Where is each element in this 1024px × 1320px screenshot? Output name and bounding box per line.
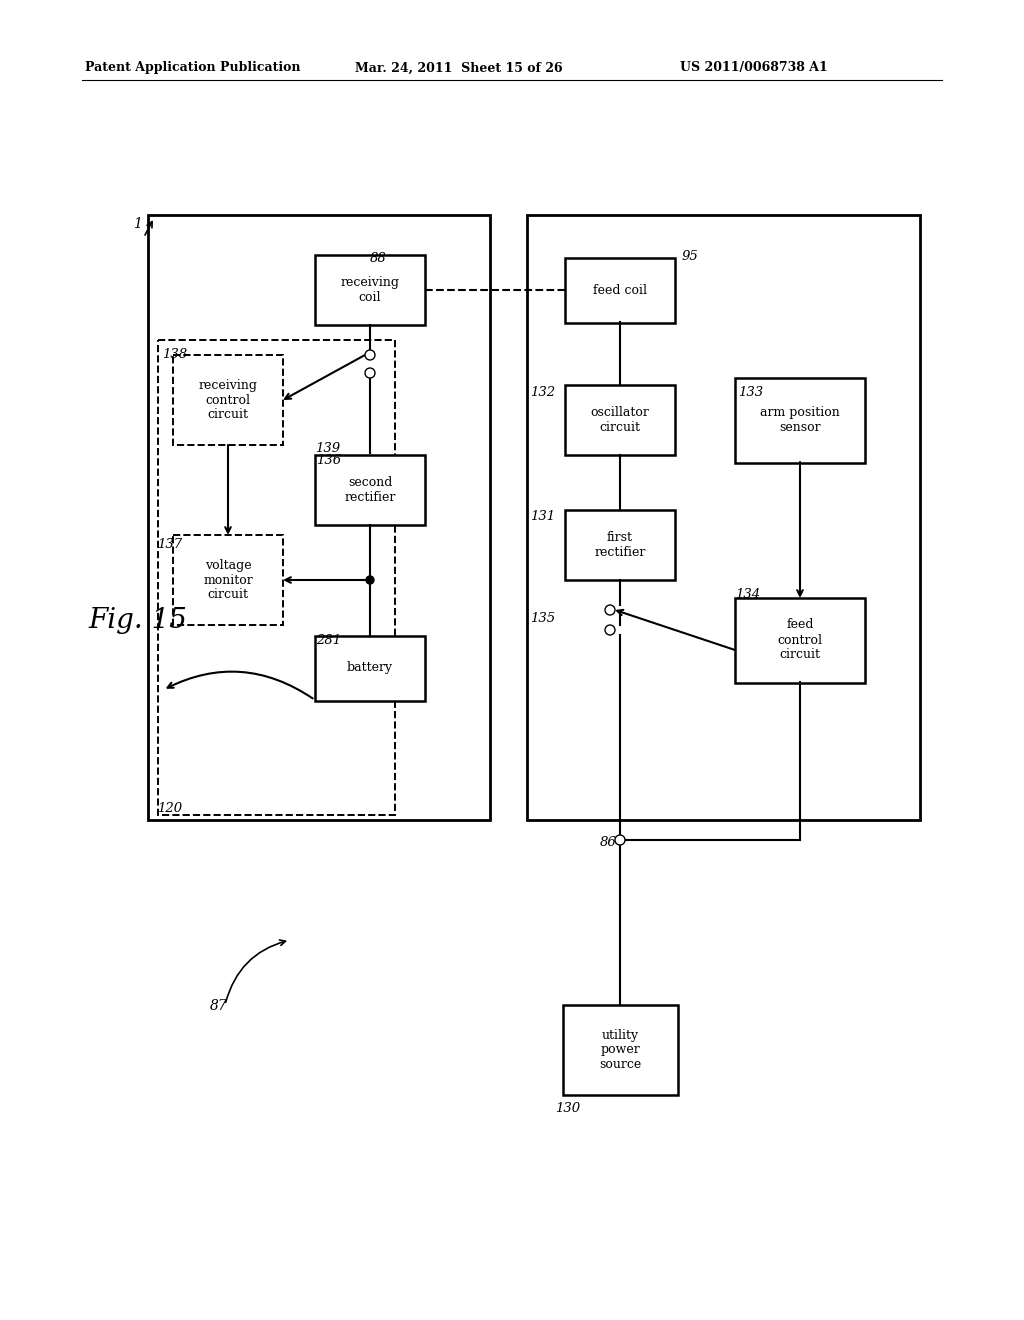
Text: 86: 86 bbox=[600, 836, 616, 849]
Text: 137: 137 bbox=[157, 539, 182, 552]
Circle shape bbox=[366, 576, 374, 583]
Text: first
rectifier: first rectifier bbox=[594, 531, 646, 558]
Bar bbox=[173, 535, 283, 624]
Text: Patent Application Publication: Patent Application Publication bbox=[85, 62, 300, 74]
Bar bbox=[735, 598, 865, 682]
Bar bbox=[148, 215, 490, 820]
Text: 87: 87 bbox=[210, 999, 227, 1012]
Bar bbox=[565, 510, 675, 579]
Bar bbox=[527, 215, 920, 820]
Circle shape bbox=[615, 836, 625, 845]
Circle shape bbox=[605, 605, 615, 615]
Text: utility
power
source: utility power source bbox=[599, 1028, 641, 1072]
Text: 120: 120 bbox=[157, 801, 182, 814]
Bar bbox=[315, 455, 425, 525]
Text: feed
control
circuit: feed control circuit bbox=[777, 619, 822, 661]
Text: 134: 134 bbox=[735, 589, 760, 602]
Text: battery: battery bbox=[347, 661, 393, 675]
Text: receiving
coil: receiving coil bbox=[341, 276, 399, 304]
Text: 1: 1 bbox=[133, 216, 142, 231]
Text: arm position
sensor: arm position sensor bbox=[760, 407, 840, 434]
Bar bbox=[315, 635, 425, 701]
Text: second
rectifier: second rectifier bbox=[344, 477, 395, 504]
Text: 133: 133 bbox=[738, 387, 763, 400]
Text: Fig. 15: Fig. 15 bbox=[88, 606, 186, 634]
Bar bbox=[562, 1005, 678, 1096]
Text: 88: 88 bbox=[370, 252, 387, 264]
Bar bbox=[565, 385, 675, 455]
Text: US 2011/0068738 A1: US 2011/0068738 A1 bbox=[680, 62, 827, 74]
Text: 281: 281 bbox=[316, 634, 341, 647]
Text: 135: 135 bbox=[530, 611, 555, 624]
Bar bbox=[173, 355, 283, 445]
Text: voltage
monitor
circuit: voltage monitor circuit bbox=[203, 558, 253, 602]
Text: 138: 138 bbox=[162, 348, 187, 362]
Text: Mar. 24, 2011  Sheet 15 of 26: Mar. 24, 2011 Sheet 15 of 26 bbox=[355, 62, 562, 74]
Text: oscillator
circuit: oscillator circuit bbox=[591, 407, 649, 434]
Bar bbox=[158, 341, 395, 814]
Text: receiving
control
circuit: receiving control circuit bbox=[199, 379, 257, 421]
Text: 136: 136 bbox=[316, 454, 341, 466]
Text: 132: 132 bbox=[530, 387, 555, 400]
Bar bbox=[315, 255, 425, 325]
Text: feed coil: feed coil bbox=[593, 284, 647, 297]
Text: 131: 131 bbox=[530, 511, 555, 524]
Text: 95: 95 bbox=[682, 249, 698, 263]
Circle shape bbox=[365, 368, 375, 378]
Text: 139: 139 bbox=[315, 441, 340, 454]
Bar bbox=[735, 378, 865, 462]
Circle shape bbox=[365, 350, 375, 360]
Bar bbox=[565, 257, 675, 322]
Text: 130: 130 bbox=[555, 1101, 581, 1114]
Circle shape bbox=[605, 624, 615, 635]
